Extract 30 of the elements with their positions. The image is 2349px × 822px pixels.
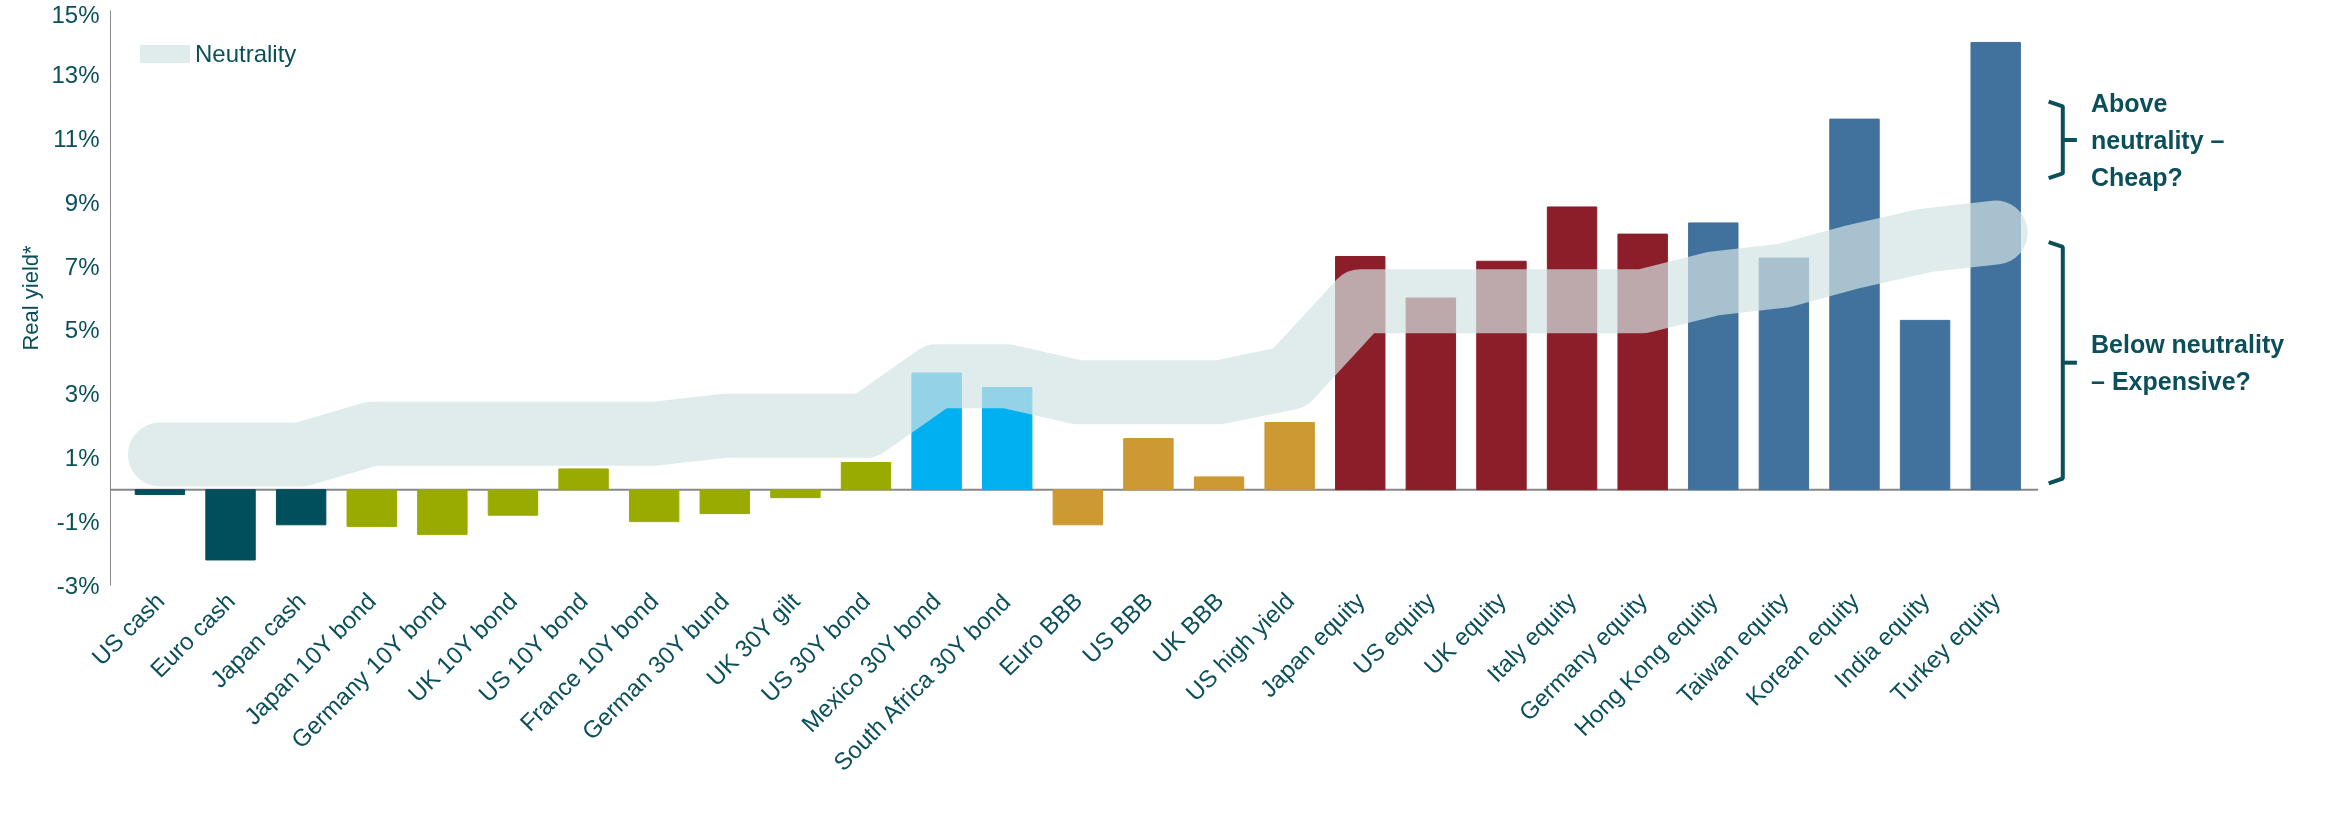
y-tick-label: 11% — [53, 124, 100, 152]
y-tick-label: 13% — [51, 60, 100, 88]
y-tick-label: 1% — [64, 444, 100, 472]
bar — [346, 489, 397, 527]
bar — [1123, 438, 1174, 491]
y-tick-label: -1% — [56, 508, 100, 536]
y-axis-title: Real yield* — [18, 244, 44, 351]
y-tick-label: -3% — [56, 572, 100, 599]
text: Below neutrality – Expensive? — [2091, 330, 2285, 396]
bar — [1264, 422, 1315, 491]
y-tick-label: 7% — [64, 252, 100, 280]
bar — [275, 489, 327, 526]
bar — [840, 462, 892, 491]
bar — [134, 489, 186, 495]
y-tick-label: 3% — [64, 380, 100, 408]
bar — [558, 468, 609, 491]
bar — [417, 489, 468, 535]
bar — [487, 489, 539, 516]
bar — [1899, 319, 1951, 491]
y-tick-label: 15% — [51, 0, 100, 28]
bar — [770, 489, 821, 499]
bar — [1052, 489, 1104, 526]
bar — [699, 489, 750, 515]
legend-label: Neutrality — [195, 40, 297, 68]
y-tick-label: 9% — [64, 188, 100, 216]
bar — [1193, 476, 1245, 491]
bar — [628, 489, 680, 523]
bar — [205, 489, 256, 561]
text: Above neutrality – Cheap? — [2091, 89, 2225, 191]
y-tick-label: 5% — [64, 316, 100, 344]
